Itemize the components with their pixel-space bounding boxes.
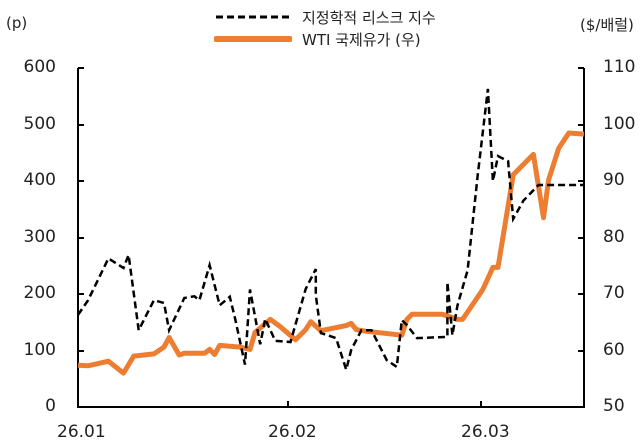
right-tick: 60 [603,340,625,360]
legend-label-wti: WTI 국제유가 (우) [302,30,421,49]
x-tick: 26.03 [461,422,510,442]
right-tick: 110 [603,57,636,77]
axes [77,67,585,408]
left-axis-unit: (p) [6,14,28,32]
left-tick: 0 [45,396,56,416]
x-tick: 26.02 [268,422,317,442]
wti-line [77,130,585,376]
right-axis-unit: ($/배럴) [580,16,634,34]
left-tick: 300 [23,227,56,247]
left-tick: 500 [23,114,56,134]
left-tick: 200 [23,283,56,303]
right-tick: 90 [603,170,625,190]
legend-item-wti: WTI 국제유가 (우) [214,28,436,50]
legend-item-risk: 지정학적 리스크 지수 [214,6,436,28]
left-tick: 600 [23,57,56,77]
right-tick: 100 [603,114,636,134]
x-tick: 26.01 [57,422,106,442]
left-tick: 400 [23,170,56,190]
right-tick: 80 [603,227,625,247]
legend-label-risk: 지정학적 리스크 지수 [302,8,436,27]
legend-line-swatch-icon [214,36,292,42]
right-tick: 50 [603,396,625,416]
right-tick: 70 [603,283,625,303]
risk-index-line [76,88,584,375]
left-tick: 100 [23,340,56,360]
legend-dash-swatch-icon [216,15,290,19]
legend: 지정학적 리스크 지수 WTI 국제유가 (우) [214,6,436,50]
